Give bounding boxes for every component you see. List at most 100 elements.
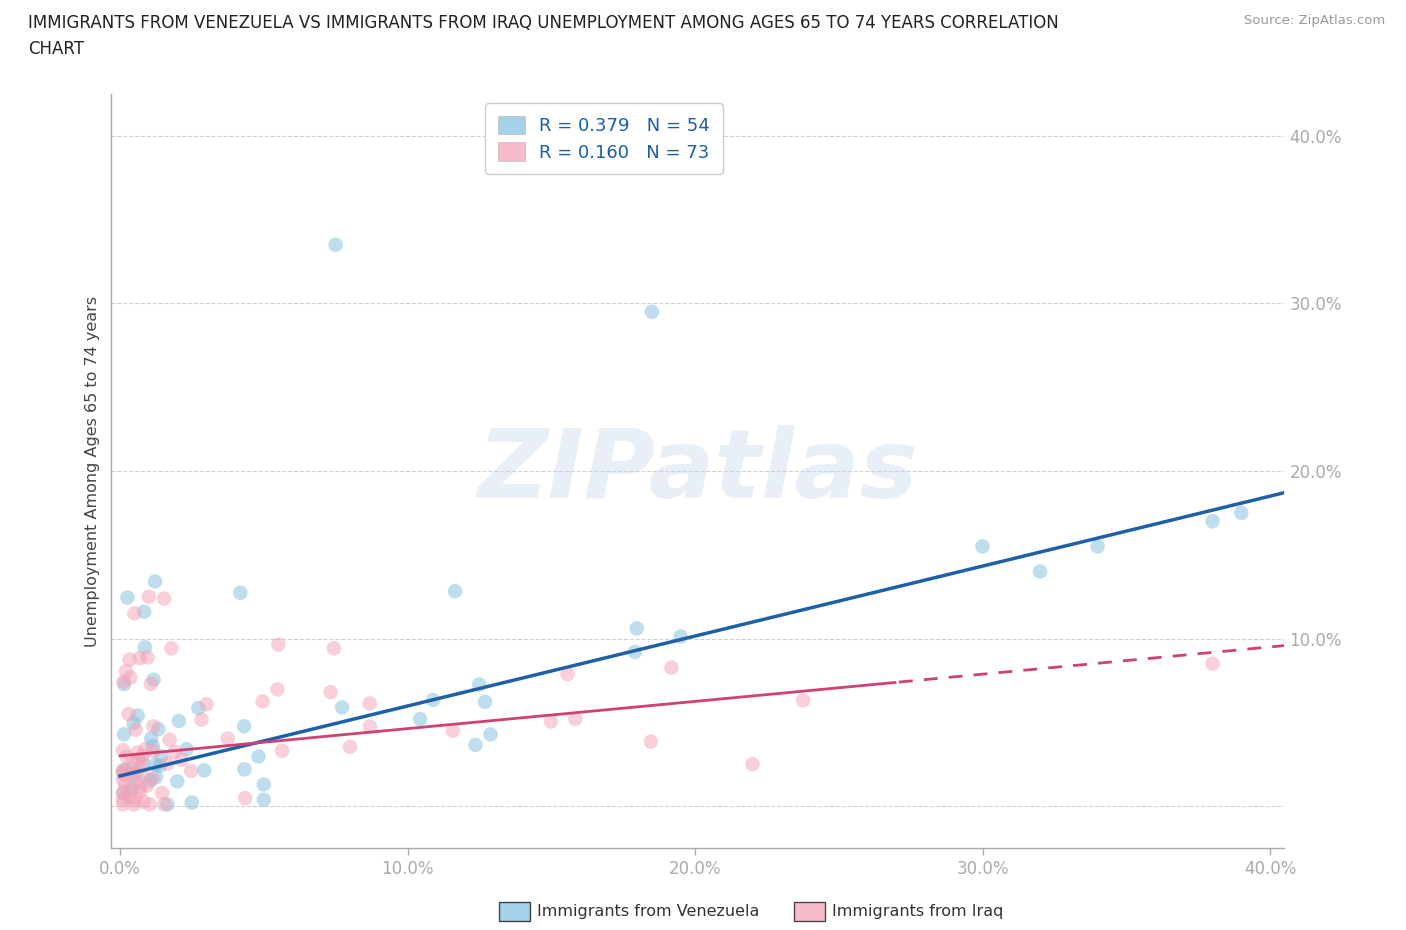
Point xyxy=(128,780,150,795)
Point xyxy=(121,762,143,777)
Point xyxy=(131,766,153,781)
Point xyxy=(122,716,145,731)
Point xyxy=(330,700,353,715)
Point xyxy=(134,742,156,757)
Point xyxy=(1029,565,1052,579)
Point xyxy=(187,700,209,715)
Point xyxy=(115,750,138,764)
Point xyxy=(479,727,502,742)
Point xyxy=(139,797,162,812)
Point xyxy=(640,734,662,749)
Point xyxy=(131,758,153,773)
Point xyxy=(111,743,134,758)
Point xyxy=(176,742,198,757)
Point xyxy=(111,792,134,807)
Point xyxy=(540,714,562,729)
Point xyxy=(121,755,143,770)
Point xyxy=(142,719,165,734)
Point xyxy=(444,584,467,599)
Point xyxy=(150,749,173,764)
Point xyxy=(641,304,664,319)
Point xyxy=(557,667,579,682)
Point xyxy=(156,756,179,771)
Point xyxy=(111,772,134,787)
Point xyxy=(139,676,162,691)
Point xyxy=(145,769,167,784)
Point xyxy=(267,637,290,652)
Point xyxy=(233,790,256,805)
Point xyxy=(143,574,166,589)
Point xyxy=(134,640,156,655)
Point xyxy=(136,650,159,665)
Point xyxy=(111,764,134,779)
Y-axis label: Unemployment Among Ages 65 to 74 years: Unemployment Among Ages 65 to 74 years xyxy=(86,296,100,646)
Point xyxy=(120,671,142,685)
Point xyxy=(1087,539,1109,554)
Point xyxy=(118,790,141,804)
Point xyxy=(112,785,135,800)
Text: Immigrants from Venezuela: Immigrants from Venezuela xyxy=(537,904,759,919)
Point xyxy=(233,762,256,777)
Point xyxy=(339,739,361,754)
Text: IMMIGRANTS FROM VENEZUELA VS IMMIGRANTS FROM IRAQ UNEMPLOYMENT AMONG AGES 65 TO : IMMIGRANTS FROM VENEZUELA VS IMMIGRANTS … xyxy=(28,14,1059,59)
Point xyxy=(132,794,155,809)
Point xyxy=(474,695,496,710)
Point xyxy=(139,774,162,789)
Point xyxy=(422,693,444,708)
Point xyxy=(111,797,134,812)
Point xyxy=(134,604,156,619)
Point xyxy=(124,776,146,790)
Point xyxy=(1230,506,1253,521)
Point xyxy=(136,778,159,793)
Point xyxy=(127,745,149,760)
Point xyxy=(792,693,814,708)
Point xyxy=(159,732,181,747)
Point xyxy=(564,711,586,726)
Point xyxy=(132,756,155,771)
Point xyxy=(142,672,165,687)
Legend: R = 0.379   N = 54, R = 0.160   N = 73: R = 0.379 N = 54, R = 0.160 N = 73 xyxy=(485,103,723,174)
Point xyxy=(112,766,135,781)
Point xyxy=(319,684,342,699)
Point xyxy=(190,712,212,727)
Text: Immigrants from Iraq: Immigrants from Iraq xyxy=(832,904,1004,919)
Point xyxy=(217,731,239,746)
Point xyxy=(464,737,486,752)
Point xyxy=(125,792,148,807)
Point xyxy=(1201,514,1223,529)
Point xyxy=(118,652,141,667)
Point xyxy=(153,591,176,606)
Point xyxy=(149,758,172,773)
Point xyxy=(669,629,692,644)
Point xyxy=(138,590,160,604)
Point xyxy=(624,644,647,659)
Point xyxy=(141,731,163,746)
Point xyxy=(117,707,139,722)
Point xyxy=(111,786,134,801)
Point xyxy=(271,743,294,758)
Point xyxy=(121,780,143,795)
Point xyxy=(193,763,215,777)
Point xyxy=(124,606,146,621)
Point xyxy=(163,744,186,759)
Point xyxy=(114,763,136,777)
Point xyxy=(325,237,347,252)
Point xyxy=(127,708,149,723)
Point xyxy=(131,749,153,764)
Point xyxy=(114,777,136,792)
Point xyxy=(112,727,135,742)
Point xyxy=(142,772,165,787)
Point xyxy=(180,795,202,810)
Point xyxy=(659,660,682,675)
Point xyxy=(180,764,202,778)
Point xyxy=(195,697,218,711)
Point xyxy=(253,792,276,807)
Text: ZIPatlas: ZIPatlas xyxy=(478,424,918,517)
Point xyxy=(145,758,167,773)
Point xyxy=(128,752,150,767)
Point xyxy=(233,719,256,734)
Point xyxy=(166,774,188,789)
Point xyxy=(359,719,381,734)
Point xyxy=(148,722,170,737)
Point xyxy=(150,786,173,801)
